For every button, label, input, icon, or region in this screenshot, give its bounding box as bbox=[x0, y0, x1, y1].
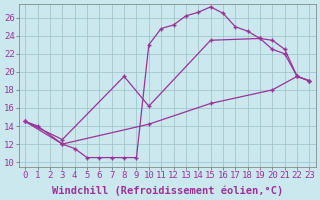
X-axis label: Windchill (Refroidissement éolien,°C): Windchill (Refroidissement éolien,°C) bbox=[52, 185, 283, 196]
